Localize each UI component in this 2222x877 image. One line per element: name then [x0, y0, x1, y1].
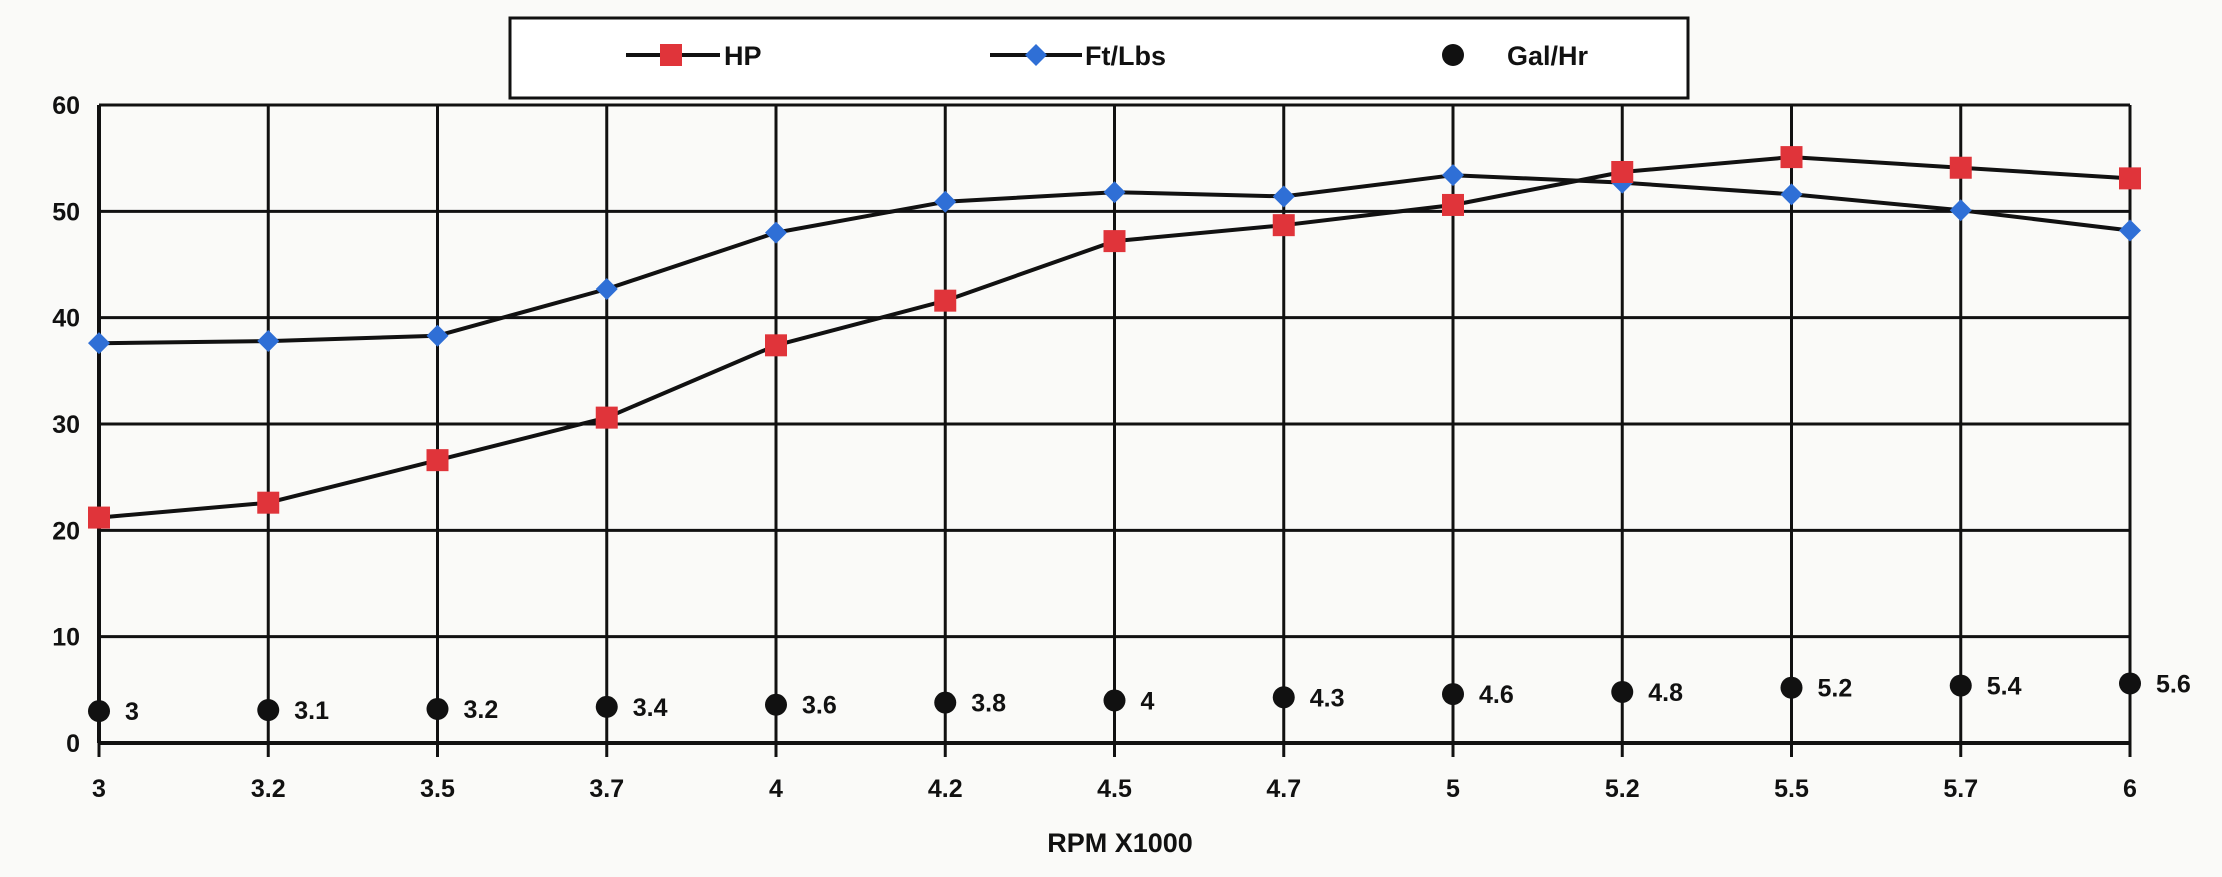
y-tick-label: 40	[52, 305, 80, 333]
y-tick-label: 60	[52, 92, 80, 120]
point-galhr	[934, 691, 957, 714]
data-label-galhr: 3.6	[802, 692, 837, 720]
legend: HP Ft/Lbs Gal/Hr	[508, 16, 1690, 100]
point-ftlbs	[1442, 164, 1464, 187]
legend-item-ftlbs: Ft/Lbs	[990, 41, 1166, 71]
data-label-galhr: 4.6	[1479, 681, 1514, 709]
y-tick-label: 50	[52, 198, 80, 226]
data-label-galhr: 5.2	[1818, 675, 1853, 703]
x-tick-label: 4.5	[1097, 775, 1132, 803]
point-galhr	[1949, 674, 1972, 697]
x-tick-label: 6	[2123, 775, 2137, 803]
x-tick-label: 5.2	[1605, 775, 1640, 803]
x-tick-label: 5.7	[1943, 775, 1978, 803]
point-galhr	[1442, 683, 1464, 706]
series-layer	[88, 146, 2141, 723]
y-tick-label: 0	[66, 730, 80, 758]
point-galhr	[88, 700, 110, 723]
point-hp	[1103, 230, 1126, 253]
point-ftlbs	[595, 277, 618, 300]
legend-marker-ftlbs	[1025, 44, 1047, 66]
point-hp	[426, 449, 449, 472]
x-tick-label: 3	[92, 775, 106, 803]
y-tick-label: 20	[52, 517, 80, 545]
point-galhr	[1780, 676, 1803, 699]
x-tick-label: 5	[1446, 775, 1460, 803]
point-galhr	[595, 695, 618, 718]
point-ftlbs	[765, 221, 787, 244]
point-galhr	[1611, 680, 1634, 703]
point-hp	[595, 406, 618, 429]
point-ftlbs	[934, 190, 957, 213]
data-label-galhr: 3	[125, 698, 139, 726]
x-axis-title: RPM X1000	[1047, 828, 1193, 858]
point-hp	[765, 334, 787, 357]
data-label-galhr: 4.8	[1648, 679, 1683, 707]
data-label-galhr: 3.4	[633, 694, 668, 722]
x-tick-label: 5.5	[1774, 775, 1809, 803]
point-ftlbs	[1103, 181, 1126, 204]
grid-layer	[97, 103, 2132, 745]
point-galhr	[257, 699, 280, 722]
data-label-galhr: 5.4	[1987, 673, 2022, 701]
point-hp	[2119, 167, 2141, 190]
legend-marker-galhr	[1442, 44, 1464, 66]
point-galhr	[765, 693, 787, 716]
label-layer: 3 3.1 3.2 3.4 3.6 3.8 4 4.3 4.6 4.8 5.2 5.4 5.6	[125, 670, 2191, 726]
y-tick-label: 30	[52, 411, 80, 439]
point-ftlbs	[426, 324, 449, 347]
y-tick-label: 10	[52, 624, 80, 652]
x-tick-label: 4.2	[928, 775, 963, 803]
data-label-galhr: 4.3	[1310, 684, 1345, 712]
data-label-galhr: 3.2	[464, 696, 499, 724]
legend-marker-hp	[660, 44, 682, 66]
data-label-galhr: 3.1	[294, 697, 329, 725]
point-galhr	[426, 697, 449, 720]
point-hp	[88, 506, 110, 529]
point-ftlbs	[1780, 183, 1803, 206]
x-tick-label: 3.7	[589, 775, 624, 803]
legend-item-galhr: Gal/Hr	[1442, 41, 1589, 71]
point-ftlbs	[1272, 185, 1295, 208]
point-galhr	[2119, 672, 2141, 695]
axis-layer: 0 10 20 30 40 50 60 3 3.2 3.5 3.7 4 4.2 4.5 4.7 5 5.2 5.5…	[52, 92, 2137, 803]
x-tick-label: 3.2	[251, 775, 286, 803]
point-galhr	[1272, 686, 1295, 709]
point-hp	[257, 491, 280, 514]
legend-label-hp: HP	[724, 41, 762, 71]
point-ftlbs	[1949, 199, 1972, 222]
point-galhr	[1103, 689, 1126, 712]
point-hp	[1949, 156, 1972, 179]
point-ftlbs	[257, 330, 280, 353]
point-ftlbs	[88, 332, 110, 355]
data-label-galhr: 5.6	[2156, 670, 2191, 698]
x-tick-label: 3.5	[420, 775, 455, 803]
point-hp	[1272, 214, 1295, 237]
x-tick-label: 4.7	[1266, 775, 1301, 803]
legend-item-hp: HP	[626, 41, 762, 71]
point-hp	[1611, 160, 1634, 183]
point-hp	[1780, 146, 1803, 169]
point-ftlbs	[2119, 219, 2141, 242]
x-tick-label: 4	[769, 775, 783, 803]
legend-box	[508, 16, 1690, 100]
data-label-galhr: 3.8	[971, 690, 1006, 718]
data-label-galhr: 4	[1141, 687, 1155, 715]
point-hp	[934, 289, 957, 312]
legend-label-galhr: Gal/Hr	[1507, 41, 1589, 71]
point-hp	[1442, 193, 1464, 216]
legend-label-ftlbs: Ft/Lbs	[1085, 41, 1166, 71]
